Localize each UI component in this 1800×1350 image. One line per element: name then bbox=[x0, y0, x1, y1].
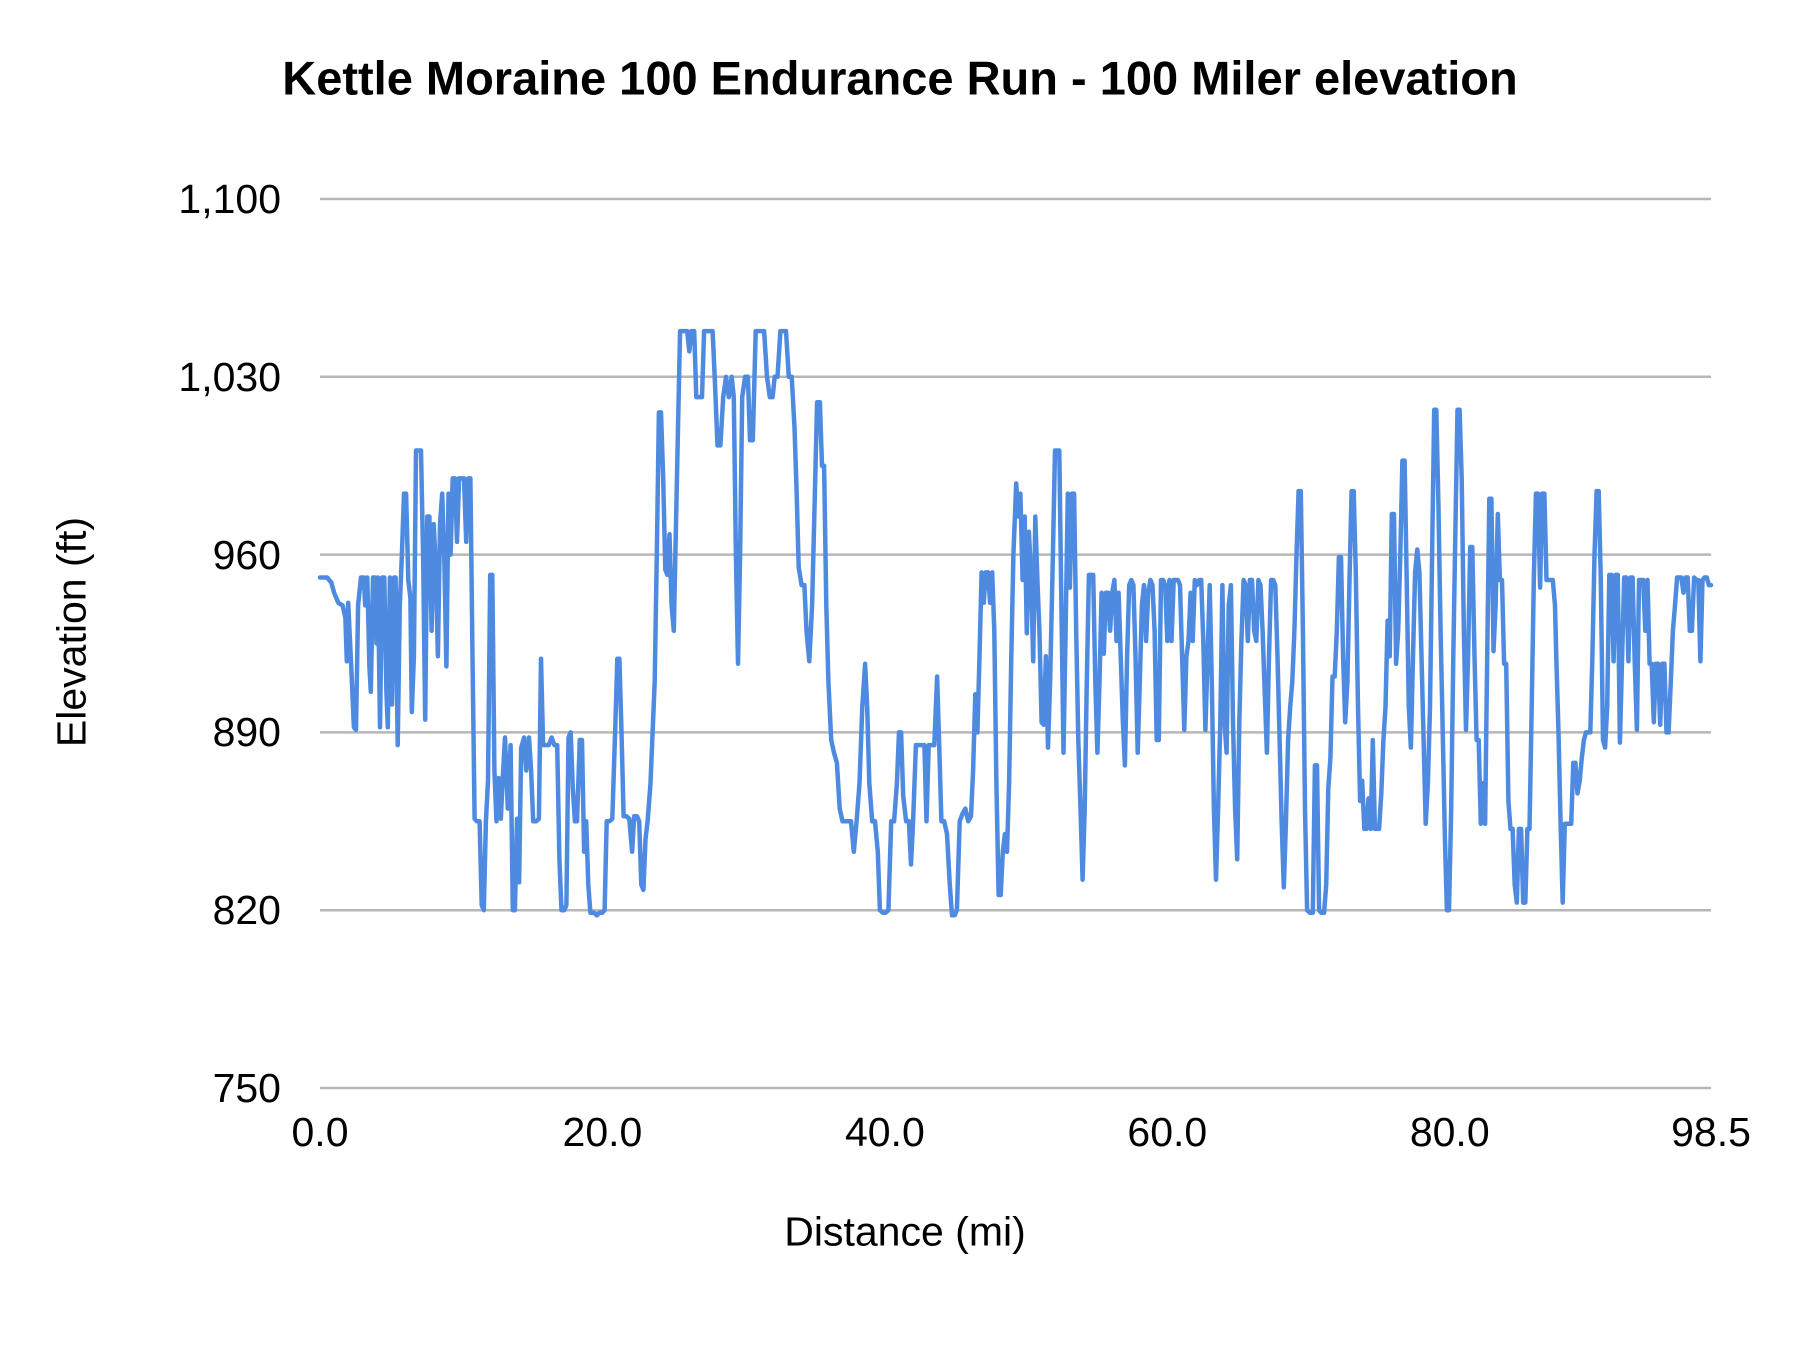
chart-title: Kettle Moraine 100 Endurance Run - 100 M… bbox=[282, 51, 1518, 105]
y-tick-label: 1,030 bbox=[178, 353, 281, 400]
x-tick-label: 80.0 bbox=[1409, 1109, 1490, 1155]
elevation-series-line bbox=[317, 328, 1714, 918]
x-tick-label: 40.0 bbox=[844, 1109, 925, 1155]
x-tick-label: 98.5 bbox=[1671, 1109, 1751, 1155]
x-axis-title: Distance (mi) bbox=[784, 1208, 1026, 1255]
y-tick-label: 750 bbox=[212, 1065, 281, 1111]
x-tick-label: 20.0 bbox=[562, 1109, 643, 1155]
y-tick-label: 960 bbox=[212, 531, 281, 578]
y-tick-label: 820 bbox=[212, 887, 281, 934]
y-tick-label: 890 bbox=[212, 709, 281, 756]
x-tick-label: 0.0 bbox=[291, 1109, 349, 1155]
x-tick-label: 60.0 bbox=[1127, 1109, 1208, 1155]
y-tick-label: 1,100 bbox=[178, 176, 281, 222]
gridlines bbox=[320, 197, 1711, 1090]
